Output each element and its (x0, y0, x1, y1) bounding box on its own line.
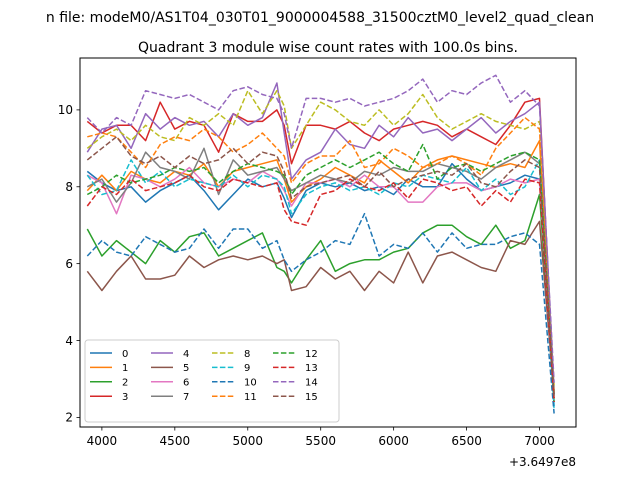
legend-label: 5 (183, 363, 189, 374)
x-tick-label: 4500 (160, 434, 191, 448)
x-tick-label: 5500 (305, 434, 336, 448)
x-tick-label: 5000 (232, 434, 263, 448)
x-offset-label: +3.6497e8 (509, 455, 576, 469)
legend-label: 11 (244, 392, 257, 403)
legend-label: 12 (305, 349, 318, 360)
chart-title: Quadrant 3 module wise count rates with … (138, 40, 518, 56)
legend-label: 3 (122, 392, 128, 403)
series-layer (86, 74, 555, 414)
series-line-0 (86, 162, 555, 406)
legend-label: 10 (244, 378, 257, 389)
x-tick-label: 6500 (451, 434, 482, 448)
x-tick-label: 4000 (87, 434, 118, 448)
series-line-3 (86, 97, 555, 395)
y-tick-label: 4 (65, 334, 73, 348)
series-line-12 (86, 143, 555, 399)
series-line-4 (86, 82, 555, 391)
legend-label: 15 (305, 392, 318, 403)
series-line-5 (86, 220, 555, 395)
series-line-11 (87, 116, 555, 395)
y-tick-label: 6 (65, 257, 73, 271)
x-axis: 4000 4500 5000 5500 6000 6500 7000 (87, 427, 555, 448)
y-tick-label: 10 (58, 103, 73, 117)
figure-suptitle: n file: modeM0/AS1T04_030T01_9000004588_… (46, 10, 594, 26)
series-line-6 (86, 166, 555, 399)
series-line-13 (86, 174, 555, 403)
series-line-9 (86, 159, 555, 410)
legend-label: 4 (183, 349, 189, 360)
series-line-8 (86, 89, 555, 387)
legend-label: 14 (305, 378, 318, 389)
series-line-14 (86, 74, 555, 383)
legend-label: 2 (122, 378, 128, 389)
legend-box (84, 339, 340, 423)
legend-label: 7 (183, 392, 189, 403)
legend-label: 8 (244, 349, 250, 360)
series-line-7 (86, 147, 555, 395)
x-tick-label: 7000 (524, 434, 555, 448)
legend-label: 6 (183, 378, 189, 389)
y-tick-label: 8 (65, 180, 73, 194)
legend-label: 1 (122, 363, 128, 374)
series-line-2 (86, 193, 555, 403)
legend-label: 9 (244, 363, 250, 374)
series-line-10 (86, 212, 555, 414)
y-tick-label: 2 (65, 411, 73, 425)
legend-label: 13 (305, 363, 318, 374)
x-tick-label: 6000 (378, 434, 409, 448)
axes-frame (79, 57, 577, 428)
legend-label: 0 (122, 349, 128, 360)
y-axis: 2 4 6 8 10 (58, 103, 80, 425)
series-line-15 (86, 136, 555, 399)
